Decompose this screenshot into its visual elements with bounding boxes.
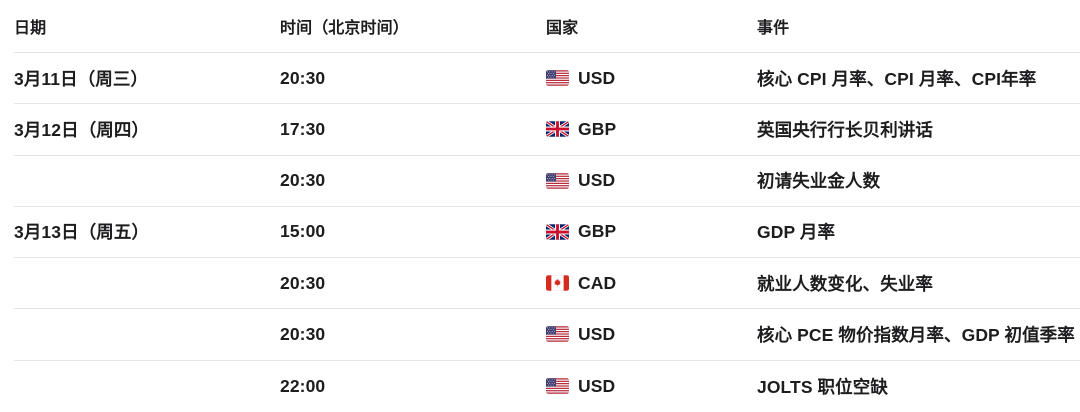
currency-code: CAD: [578, 272, 617, 293]
cell-time: 20:30: [280, 272, 326, 293]
cell-date: 3月13日（周五）: [14, 222, 150, 243]
table-header-row: 日期 时间（北京时间） 国家 事件: [14, 0, 1080, 53]
cell-time: 20:30: [280, 170, 326, 191]
cell-event: 核心 CPI 月率、CPI 月率、CPI年率: [757, 68, 1037, 89]
column-header-date: 日期: [14, 20, 47, 37]
currency-code: USD: [578, 375, 616, 396]
cell-country: USD: [546, 324, 757, 345]
flag-us-icon: [546, 378, 569, 394]
cell-country: USD: [546, 170, 757, 191]
cell-date: 3月11日（周三）: [14, 68, 149, 89]
cell-date: 3月12日（周四）: [14, 119, 150, 140]
cell-event: JOLTS 职位空缺: [757, 376, 888, 397]
currency-code: GBP: [578, 118, 617, 139]
table-row: 20:30 USD 初请失业金人数: [14, 156, 1080, 207]
currency-code: USD: [578, 323, 616, 344]
flag-us-icon: [546, 326, 569, 343]
cell-event: 核心 PCE 物价指数月率、GDP 初值季率: [757, 324, 1075, 345]
cell-time: 17:30: [280, 118, 326, 139]
table-row: 20:30 USD 核心 PCE 物价指数月率、GDP 初值季率: [14, 309, 1080, 361]
table-body: 3月11日（周三） 20:30 USD 核心 CPI 月率、CPI 月率、CPI…: [14, 53, 1080, 412]
cell-time: 22:00: [280, 375, 326, 396]
column-header-event: 事件: [757, 20, 790, 37]
table-row: 22:00 USD JOLTS 职位空缺: [14, 361, 1080, 412]
cell-country: USD: [546, 68, 757, 89]
cell-time: 20:30: [280, 67, 326, 88]
table-row: 3月12日（周四） 17:30 GBP 英国央行行长贝利讲话: [14, 104, 1080, 156]
cell-event: GDP 月率: [757, 222, 836, 243]
flag-gb-icon: [546, 121, 569, 138]
cell-event: 初请失业金人数: [757, 171, 881, 192]
currency-code: USD: [578, 67, 616, 88]
flag-us-icon: [546, 70, 569, 86]
cell-country: GBP: [546, 221, 757, 242]
cell-event: 英国央行行长贝利讲话: [757, 119, 933, 140]
currency-code: GBP: [578, 221, 617, 242]
cell-country: GBP: [546, 119, 757, 140]
column-header-country: 国家: [546, 20, 579, 37]
flag-us-icon: [546, 172, 569, 189]
cell-time: 15:00: [280, 221, 326, 242]
cell-event: 就业人数变化、失业率: [757, 273, 933, 294]
table-row: 20:30 CAD 就业人数变化、失业率: [14, 258, 1080, 310]
cell-time: 20:30: [280, 323, 326, 344]
table-row: 3月13日（周五） 15:00 GBP GDP 月率: [14, 207, 1080, 259]
cell-country: USD: [546, 376, 757, 397]
flag-ca-icon: [546, 275, 569, 291]
cell-country: CAD: [546, 273, 757, 294]
flag-gb-icon: [546, 223, 569, 240]
currency-code: USD: [578, 170, 616, 191]
table-row: 3月11日（周三） 20:30 USD 核心 CPI 月率、CPI 月率、CPI…: [14, 53, 1080, 105]
column-header-time: 时间（北京时间）: [280, 20, 409, 37]
